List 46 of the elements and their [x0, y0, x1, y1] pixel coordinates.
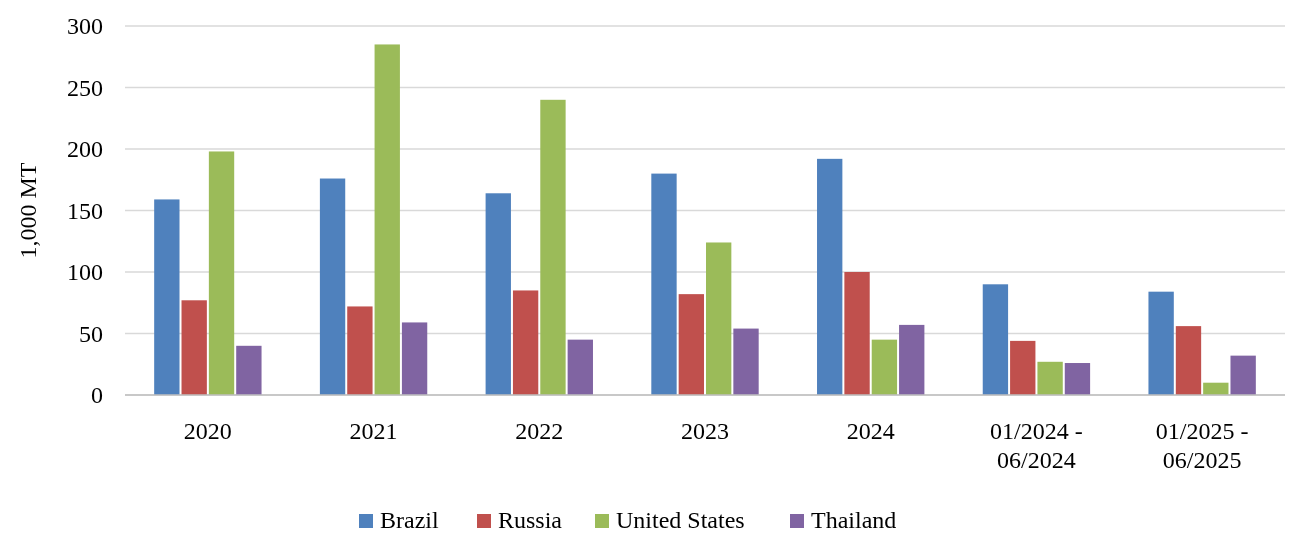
legend-label: United States [616, 507, 745, 533]
bar [678, 294, 704, 395]
bar [347, 306, 373, 395]
bar [1148, 291, 1174, 395]
bar [733, 328, 759, 395]
bar [208, 151, 235, 395]
y-axis-title: 1,000 MT [15, 162, 41, 259]
bar [181, 300, 207, 395]
legend-label: Thailand [811, 507, 897, 533]
bar [844, 272, 870, 395]
bar [319, 178, 346, 395]
bar [1230, 355, 1256, 395]
bar [1010, 340, 1036, 395]
bar [1037, 361, 1063, 395]
legend-label: Russia [498, 507, 563, 533]
y-tick-label: 100 [67, 259, 103, 286]
x-tick-label: 2022 [515, 418, 564, 444]
bar [982, 284, 1009, 395]
bar [871, 339, 898, 395]
bar [540, 99, 566, 395]
y-tick-label: 300 [67, 13, 103, 40]
bar [651, 173, 677, 395]
x-tick-label: 01/2024 - 06/2024 [990, 418, 1083, 473]
x-tick-label: 2023 [681, 418, 729, 444]
bar [1175, 326, 1202, 395]
bar [899, 324, 925, 395]
y-tick-label: 0 [91, 382, 103, 409]
x-tick-label: 01/2025 - 06/2025 [1155, 418, 1249, 473]
y-tick-label: 150 [67, 197, 103, 224]
bar [706, 242, 732, 395]
bar [374, 44, 400, 395]
bar [1064, 363, 1091, 395]
bar [485, 193, 511, 395]
y-tick-label: 50 [79, 320, 103, 347]
x-tick-label: 2020 [183, 418, 232, 444]
y-tick-label: 200 [67, 136, 103, 163]
y-tick-label: 250 [67, 74, 103, 101]
bar [817, 158, 843, 395]
x-tick-label: 2021 [349, 418, 398, 444]
bar [236, 345, 262, 395]
bar [567, 339, 593, 395]
legend-label: Brazil [380, 507, 439, 533]
x-tick-label: 2024 [846, 418, 895, 444]
bar [401, 322, 428, 395]
bar [154, 199, 180, 395]
bar [512, 290, 539, 395]
